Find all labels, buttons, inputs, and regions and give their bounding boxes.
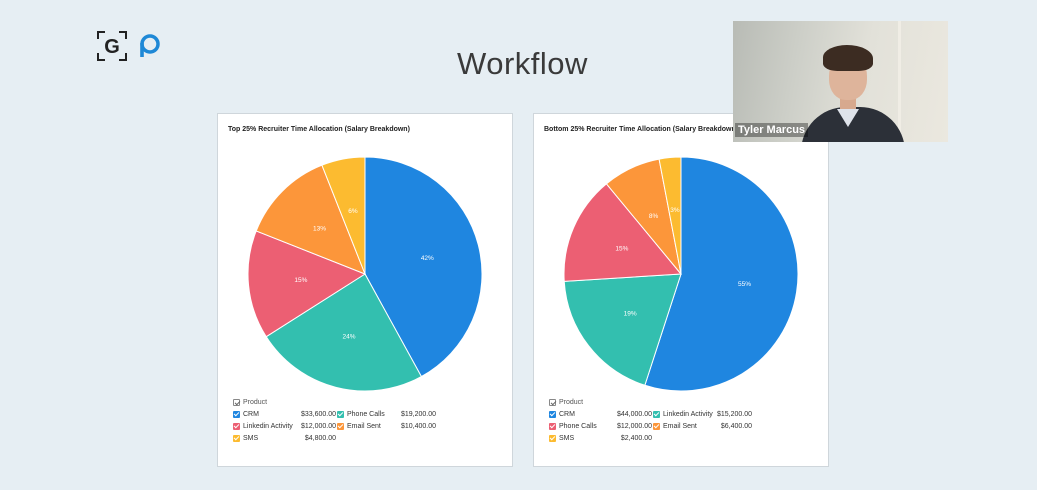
- legend-item[interactable]: CRM $44,000.00: [549, 411, 652, 418]
- participant-name: Tyler Marcus: [735, 123, 809, 137]
- chart-title: Top 25% Recruiter Time Allocation (Salar…: [228, 126, 410, 133]
- legend-label: CRM: [243, 411, 259, 418]
- legend-value: $2,400.00: [620, 435, 652, 442]
- legend-checkbox[interactable]: [653, 411, 660, 418]
- pie-slice-sms[interactable]: [321, 156, 366, 275]
- legend-checkbox[interactable]: [653, 423, 660, 430]
- slice-percent-label: 3%: [670, 207, 680, 214]
- legend-checkbox[interactable]: [549, 423, 556, 430]
- legend-header-label: Product: [559, 399, 584, 406]
- legend-label: Email Sent: [347, 423, 381, 430]
- slice-percent-label: 42%: [421, 255, 434, 262]
- slice-percent-label: 8%: [649, 213, 659, 220]
- slice-percent-label: 15%: [615, 245, 628, 252]
- legend-value: $4,800.00: [304, 435, 336, 442]
- bottom-chart-card: Bottom 25% Recruiter Time Allocation (Sa…: [533, 113, 829, 467]
- slice-percent-label: 15%: [294, 277, 307, 284]
- legend-checkbox[interactable]: [233, 435, 240, 442]
- legend-item[interactable]: Email Sent $6,400.00: [653, 423, 752, 430]
- legend-label: CRM: [559, 411, 575, 418]
- legend-item[interactable]: Phone Calls $19,200.00: [337, 411, 436, 418]
- pie-slice-email-sent[interactable]: [255, 164, 366, 275]
- chart-title: Bottom 25% Recruiter Time Allocation (Sa…: [544, 126, 739, 133]
- legend-header[interactable]: Product: [549, 399, 583, 406]
- legend-item[interactable]: Linkedin Activity $15,200.00: [653, 411, 752, 418]
- slice-percent-label: 13%: [313, 225, 326, 232]
- legend-label: SMS: [559, 435, 575, 442]
- legend-checkbox[interactable]: [549, 435, 556, 442]
- legend-label: Phone Calls: [347, 411, 385, 418]
- legend-value: $15,200.00: [716, 411, 752, 418]
- legend-value: $33,600.00: [300, 411, 336, 418]
- top-pie-chart: 42% 24% 15% 13% 6%: [247, 156, 483, 392]
- legend-header-checkbox[interactable]: [233, 399, 240, 406]
- person-hair: [823, 45, 873, 71]
- legend-label: Linkedin Activity: [663, 411, 713, 418]
- legend-value: $19,200.00: [400, 411, 436, 418]
- g-logo-icon: G: [97, 31, 127, 61]
- pie-slice-crm[interactable]: [644, 156, 799, 392]
- legend-header-label: Product: [243, 399, 268, 406]
- legend-header-checkbox[interactable]: [549, 399, 556, 406]
- legend-label: Phone Calls: [559, 423, 597, 430]
- pie-slice-crm[interactable]: [364, 156, 483, 378]
- p-logo-icon: [140, 34, 160, 57]
- pie-slice-phone-calls[interactable]: [265, 273, 423, 392]
- legend-item[interactable]: Phone Calls $12,000.00: [549, 423, 652, 430]
- legend-value: $6,400.00: [720, 423, 752, 430]
- legend-value: $12,000.00: [616, 423, 652, 430]
- legend-label: SMS: [243, 435, 259, 442]
- video-wall-edge: [898, 21, 901, 142]
- pie-slice-linkedin-activity[interactable]: [247, 230, 367, 338]
- legend-label: Email Sent: [663, 423, 697, 430]
- slice-percent-label: 24%: [342, 333, 355, 340]
- legend-item[interactable]: Linkedin Activity $12,000.00: [233, 423, 336, 430]
- legend-item[interactable]: Email Sent $10,400.00: [337, 423, 436, 430]
- video-tile: Tyler Marcus: [733, 21, 948, 142]
- legend-value: $10,400.00: [400, 423, 436, 430]
- pie-slice-linkedin-activity[interactable]: [563, 273, 682, 386]
- legend-value: $44,000.00: [616, 411, 652, 418]
- legend-checkbox[interactable]: [233, 423, 240, 430]
- legend-checkbox[interactable]: [337, 411, 344, 418]
- legend-value: $12,000.00: [300, 423, 336, 430]
- legend-label: Linkedin Activity: [243, 423, 293, 430]
- pie-slice-phone-calls[interactable]: [563, 183, 683, 282]
- legend-header[interactable]: Product: [233, 399, 267, 406]
- legend-item[interactable]: CRM $33,600.00: [233, 411, 336, 418]
- slice-percent-label: 55%: [738, 281, 751, 288]
- pie-slice-sms[interactable]: [658, 156, 682, 275]
- legend-item[interactable]: SMS $2,400.00: [549, 435, 652, 442]
- svg-text:G: G: [104, 36, 120, 58]
- bottom-pie-chart: 55% 19% 15% 8% 3%: [563, 156, 799, 392]
- top-chart-card: Top 25% Recruiter Time Allocation (Salar…: [217, 113, 513, 467]
- slice-percent-label: 6%: [348, 208, 358, 215]
- slide-title: Workflow: [457, 46, 588, 81]
- slice-percent-label: 19%: [624, 310, 637, 317]
- legend-item[interactable]: SMS $4,800.00: [233, 435, 336, 442]
- legend-checkbox[interactable]: [549, 411, 556, 418]
- legend-checkbox[interactable]: [233, 411, 240, 418]
- legend-checkbox[interactable]: [337, 423, 344, 430]
